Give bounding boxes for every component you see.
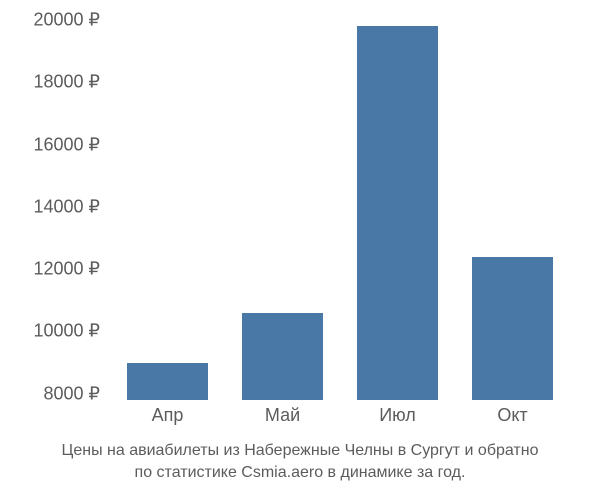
caption-line-2: по статистике Csmia.aero в динамике за г… <box>0 462 600 484</box>
y-tick-label: 8000 ₽ <box>0 383 100 404</box>
bar <box>472 257 553 400</box>
y-tick-label: 18000 ₽ <box>0 72 100 93</box>
plot-area <box>110 20 570 400</box>
caption-line-1: Цены на авиабилеты из Набережные Челны в… <box>62 442 539 459</box>
price-bar-chart: Цены на авиабилеты из Набережные Челны в… <box>0 0 600 500</box>
bar <box>127 363 208 400</box>
bar <box>357 26 438 400</box>
chart-caption: Цены на авиабилеты из Набережные Челны в… <box>0 440 600 483</box>
x-tick-label: Окт <box>497 405 527 426</box>
y-tick-label: 10000 ₽ <box>0 321 100 342</box>
y-tick-label: 14000 ₽ <box>0 196 100 217</box>
y-tick-label: 12000 ₽ <box>0 259 100 280</box>
x-tick-label: Май <box>265 405 300 426</box>
x-tick-label: Апр <box>152 405 184 426</box>
y-tick-label: 16000 ₽ <box>0 134 100 155</box>
x-tick-label: Июл <box>379 405 416 426</box>
y-tick-label: 20000 ₽ <box>0 10 100 31</box>
bar <box>242 313 323 400</box>
